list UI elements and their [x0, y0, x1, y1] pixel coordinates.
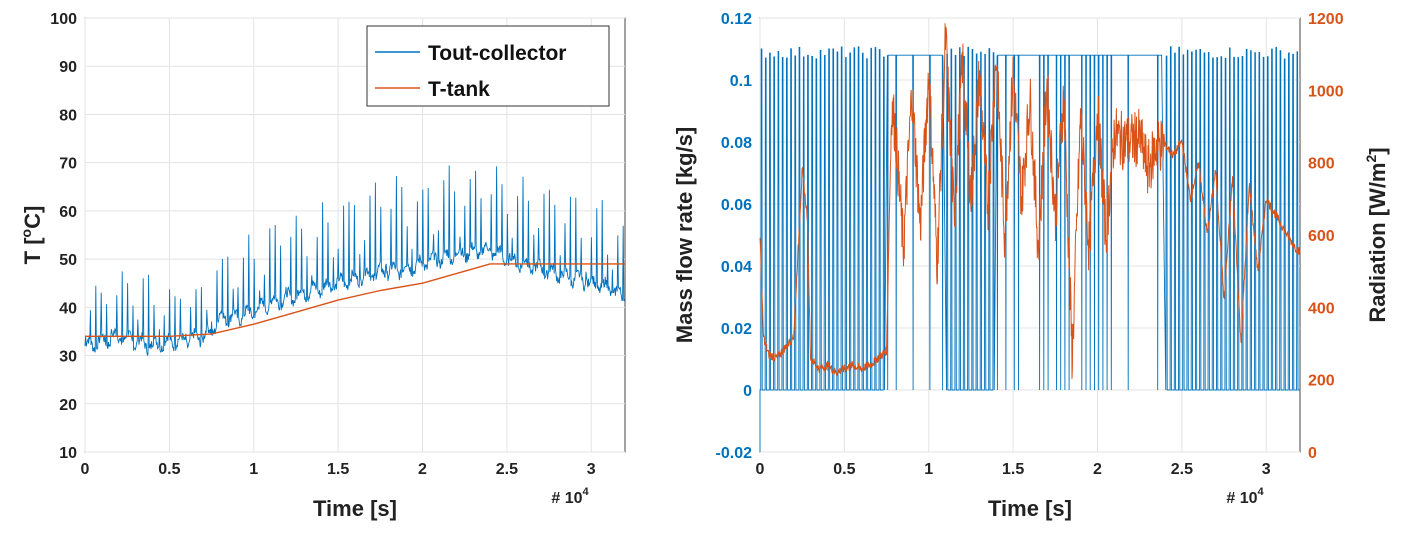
temperature-x-label: Time [s] [313, 496, 397, 521]
flow-left-y-ticks: -0.02 0 0.02 0.04 0.06 0.08 0.1 0.12 [716, 11, 753, 462]
series-line-mass-flow [759, 46, 1300, 452]
flow-x-ticks: 0 0.5 1 1.5 2 2.5 3 [756, 461, 1271, 478]
flow-series [759, 23, 1301, 452]
legend-box [366, 25, 610, 107]
right-y-tick-label: 600 [1308, 228, 1335, 245]
x-tick-label: 1 [924, 461, 933, 478]
right-y-tick-label: 0 [1308, 445, 1317, 462]
temperature-chart: 0 0.5 1 1.5 2 2.5 3 10 20 30 40 50 60 70 80 90 100 Time… [18, 11, 626, 521]
x-tick-label: 0.5 [833, 461, 855, 478]
temperature-x-exponent-power: 4 [583, 486, 590, 498]
y-tick-label: 40 [59, 300, 77, 317]
legend-label-t-tank: T-tank [428, 78, 490, 101]
left-y-tick-label: 0.08 [721, 135, 752, 152]
y-tick-label: 50 [59, 252, 77, 269]
y-tick-label: 100 [50, 11, 77, 28]
mass-flow-y-label: Mass flow rate [kg/s] [672, 127, 697, 343]
x-tick-label: 1.5 [327, 461, 349, 478]
x-tick-label: 2.5 [496, 461, 518, 478]
right-y-tick-label: 1000 [1308, 83, 1344, 100]
x-tick-label: 2 [1093, 461, 1102, 478]
temperature-y-ticks: 10 20 30 40 50 60 70 80 90 100 [50, 11, 77, 462]
flow-radiation-chart: 0 0.5 1 1.5 2 2.5 3 -0.0200.020.040.060.080.10… [672, 11, 1390, 521]
radiation-y-label-end: ] [1365, 147, 1390, 154]
left-y-tick-label: 0 [743, 383, 752, 400]
left-y-tick-label: 0.12 [721, 11, 752, 28]
temperature-y-label-degree: o [18, 229, 34, 238]
radiation-y-label-base: Radiation [W/m [1365, 163, 1390, 323]
flow-x-exponent-base: # 10 [1226, 490, 1257, 507]
series-line-radiation [759, 23, 1301, 379]
temperature-x-ticks: 0 0.5 1 1.5 2 2.5 3 [81, 461, 596, 478]
left-y-tick-label: -0.02 [716, 445, 753, 462]
right-y-tick-label: 200 [1308, 373, 1335, 390]
series-line-t-tank [85, 263, 625, 337]
temperature-legend: Tout-collector T-tank [366, 25, 610, 107]
left-y-tick-label: 0.04 [721, 259, 752, 276]
left-y-tick-label: 0.02 [721, 321, 752, 338]
x-tick-label: 1 [249, 461, 258, 478]
x-tick-label: 2.5 [1171, 461, 1193, 478]
x-tick-label: 3 [1262, 461, 1271, 478]
y-tick-label: 60 [59, 204, 77, 221]
flow-x-label: Time [s] [988, 496, 1072, 521]
right-y-tick-label: 800 [1308, 156, 1335, 173]
legend-label-tout-collector: Tout-collector [428, 42, 566, 65]
temperature-series [84, 165, 626, 357]
temperature-x-exponent-base: # 10 [551, 490, 582, 507]
x-tick-label: 1.5 [1002, 461, 1024, 478]
y-tick-label: 30 [59, 349, 77, 366]
right-y-tick-label: 1200 [1308, 11, 1344, 28]
y-tick-label: 20 [59, 397, 77, 414]
temperature-y-label-unit: C] [20, 206, 45, 229]
x-tick-label: 3 [587, 461, 596, 478]
right-y-tick-label: 400 [1308, 300, 1335, 317]
left-y-tick-label: 0.1 [730, 73, 752, 90]
radiation-y-label-sup: 2 [1363, 155, 1379, 163]
radiation-y-label: Radiation [W/m2] [1363, 147, 1390, 322]
flow-x-exponent: # 104 [1226, 486, 1264, 507]
radiation-right-y-ticks: 0 200 400 600 800 1000 1200 [1308, 11, 1344, 462]
temperature-x-exponent: # 104 [551, 486, 589, 507]
x-tick-label: 2 [418, 461, 427, 478]
y-tick-label: 10 [59, 445, 77, 462]
y-tick-label: 80 [59, 107, 77, 124]
y-tick-label: 90 [59, 59, 77, 76]
x-tick-label: 0 [756, 461, 765, 478]
x-tick-label: 0 [81, 461, 90, 478]
y-tick-label: 70 [59, 156, 77, 173]
flow-x-exponent-power: 4 [1258, 486, 1265, 498]
temperature-y-label: T [oC] [18, 206, 45, 265]
left-y-tick-label: 0.06 [721, 197, 752, 214]
temperature-y-label-base: T [ [20, 237, 45, 265]
x-tick-label: 0.5 [158, 461, 180, 478]
